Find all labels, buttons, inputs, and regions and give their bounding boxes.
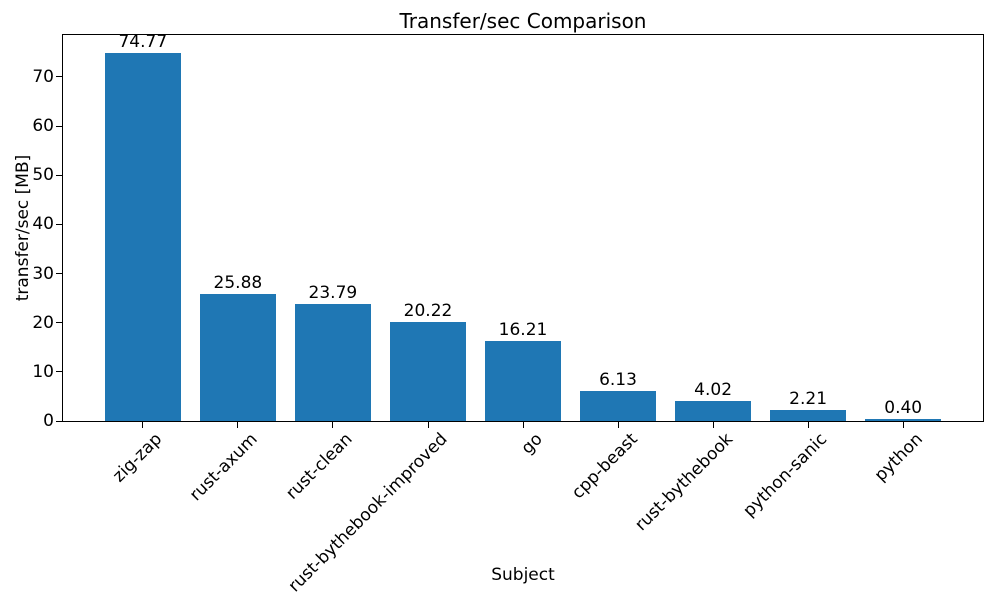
- y-tick-label: 50: [32, 165, 54, 186]
- y-tick-label: 60: [32, 116, 54, 136]
- y-tick-mark: [56, 125, 62, 127]
- x-tick-label: go: [517, 429, 547, 459]
- x-tick-label: rust-clean: [281, 429, 357, 504]
- bar-value-label: 16.21: [498, 320, 548, 341]
- y-tick-mark: [56, 371, 62, 373]
- bar-value-label: 23.79: [308, 283, 358, 303]
- x-tick-mark: [332, 422, 334, 428]
- y-tick-label: 40: [32, 214, 54, 235]
- bar-value-label: 0.40: [884, 398, 923, 418]
- x-tick-mark: [427, 422, 429, 428]
- y-tick-label: 70: [32, 66, 54, 87]
- x-tick-mark: [902, 422, 904, 428]
- x-tick-label: rust-axum: [185, 429, 262, 506]
- y-tick-mark: [56, 273, 62, 274]
- bar-rust-bythebook-improved: [389, 321, 466, 421]
- y-tick-mark: [56, 223, 62, 225]
- x-tick-label: python-sanic: [739, 429, 832, 522]
- bar-value-label: 74.77: [118, 32, 168, 53]
- chart-title: Transfer/sec Comparison: [399, 9, 647, 33]
- bar-value-label: 25.88: [213, 272, 263, 293]
- y-tick-label: 10: [32, 361, 54, 382]
- x-axis-label: Subject: [491, 565, 555, 585]
- y-tick-label: 0: [43, 411, 54, 431]
- y-tick-mark: [56, 76, 62, 78]
- bar-go: [485, 341, 561, 421]
- bar-rust-clean: [294, 304, 371, 421]
- bar-value-label: 20.22: [403, 300, 453, 321]
- bar-zig-zap: [104, 53, 181, 421]
- bar-python: [865, 419, 942, 421]
- plot-area: 74.77 25.88 23.79 20.22 16.21 6.13 4.02 2.21 0.4…: [62, 34, 984, 422]
- bar-rust-axum: [199, 293, 276, 421]
- bar-value-label: 2.21: [789, 389, 828, 410]
- x-tick-mark: [712, 422, 714, 428]
- y-tick-mark: [56, 174, 62, 176]
- x-tick-mark: [617, 422, 619, 428]
- bar-value-label: 6.13: [599, 369, 637, 390]
- y-tick-label: 20: [32, 312, 54, 333]
- bar-rust-bythebook: [675, 401, 752, 421]
- x-tick-mark: [807, 422, 809, 428]
- x-tick-label: rust-bythebook: [630, 429, 737, 536]
- y-tick-label: 30: [32, 263, 54, 284]
- x-tick-label: zig-zap: [109, 429, 167, 487]
- bar-cpp-beast: [580, 390, 656, 421]
- x-tick-label: cpp-beast: [567, 429, 642, 504]
- y-tick-mark: [56, 420, 62, 422]
- y-tick-mark: [56, 322, 62, 324]
- x-tick-label: python: [870, 429, 927, 486]
- bar-value-label: 4.02: [694, 380, 733, 401]
- x-tick-mark: [237, 422, 239, 428]
- bar-python-sanic: [770, 410, 847, 421]
- x-tick-mark: [142, 422, 144, 428]
- x-tick-mark: [522, 422, 524, 428]
